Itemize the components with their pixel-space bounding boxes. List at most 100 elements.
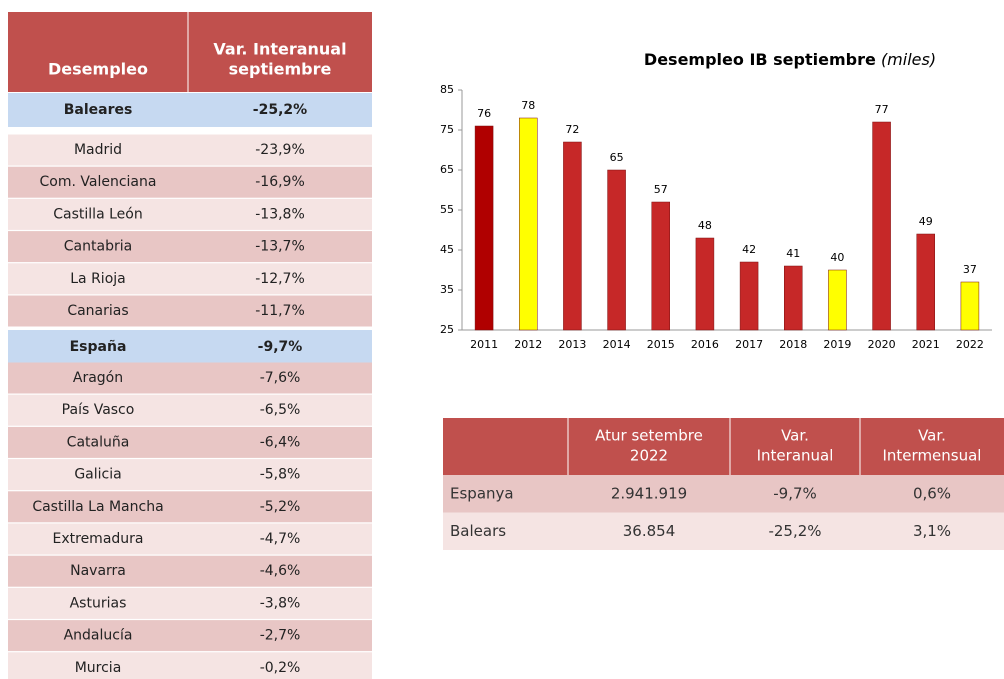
row-label: La Rioja (70, 271, 125, 287)
row-value: -13,8% (255, 206, 305, 222)
cell: Balears (450, 522, 506, 540)
cell: -9,7% (773, 485, 817, 503)
bar (519, 117, 538, 331)
x-tick-label: 2015 (647, 338, 675, 351)
chart-title: Desempleo IB septiembre (644, 50, 876, 69)
y-tick-label: 85 (440, 83, 454, 96)
header-cell: 2022 (630, 447, 668, 465)
header-cell: Var. (781, 427, 809, 445)
value-label: 76 (477, 107, 491, 120)
header-cell: septiembre (229, 60, 332, 79)
row-value: -16,9% (255, 174, 305, 190)
value-label: 41 (786, 247, 800, 260)
cell: 2.941.919 (611, 485, 687, 503)
row-value: -4,6% (260, 563, 301, 579)
row-label: País Vasco (62, 402, 135, 418)
row-bg (8, 198, 372, 230)
x-tick-label: 2014 (603, 338, 631, 351)
row-value: -5,2% (260, 499, 301, 515)
row-value: -5,8% (260, 467, 301, 483)
x-tick-label: 2022 (956, 338, 984, 351)
row-value: -23,9% (255, 142, 305, 158)
bar (651, 201, 670, 331)
bar (784, 265, 803, 331)
value-label: 37 (963, 263, 977, 276)
row-value: -6,5% (260, 402, 301, 418)
cell: 0,6% (913, 485, 951, 503)
row-label: Murcia (75, 660, 122, 676)
chart-title-group: Desempleo IB septiembre (miles) (644, 50, 936, 69)
header-cell: Intermensual (883, 447, 982, 465)
x-tick-label: 2016 (691, 338, 719, 351)
bar (739, 261, 759, 331)
row-bg (8, 166, 372, 198)
row-bg (8, 523, 372, 555)
row-label: Com. Valenciana (40, 174, 157, 190)
row-bg (443, 512, 1004, 550)
bar (828, 269, 847, 331)
header-cell: Var. Interanual (213, 40, 346, 59)
cell: Espanya (450, 485, 514, 503)
bar (872, 121, 891, 331)
row-value: -4,7% (260, 531, 301, 547)
value-label: 72 (565, 123, 579, 136)
row-value: -0,2% (260, 660, 301, 676)
x-tick-label: 2017 (735, 338, 763, 351)
row-bg (8, 134, 372, 166)
header-cell: Atur setembre (595, 427, 703, 445)
x-tick-label: 2013 (558, 338, 586, 351)
row-label: Andalucía (64, 628, 133, 644)
row-bg (8, 362, 372, 394)
y-tick-label: 45 (440, 243, 454, 256)
header-cell: Desempleo (48, 60, 148, 79)
cell: 36.854 (623, 522, 676, 540)
bar (960, 281, 980, 331)
bar (563, 141, 582, 331)
row-value: -3,8% (260, 595, 301, 611)
header-cell: Interanual (757, 447, 834, 465)
row-bg (8, 491, 372, 523)
header-cell: Var. (918, 427, 946, 445)
row-value: -6,4% (260, 434, 301, 450)
value-label: 49 (919, 215, 933, 228)
row-label: España (70, 339, 127, 355)
x-tick-label: 2021 (912, 338, 940, 351)
row-bg (8, 620, 372, 652)
row-label: Navarra (70, 563, 126, 579)
row-value: -13,7% (255, 239, 305, 255)
bar (607, 169, 626, 331)
row-value: -7,6% (260, 370, 301, 386)
x-tick-label: 2018 (779, 338, 807, 351)
bar (474, 125, 494, 331)
value-label: 77 (875, 103, 889, 116)
x-tick-label: 2020 (868, 338, 896, 351)
row-label: Extremadura (53, 531, 144, 547)
cell: -25,2% (768, 522, 821, 540)
row-label: Castilla La Mancha (32, 499, 163, 515)
header-bg (8, 12, 372, 92)
row-label: Aragón (73, 370, 123, 386)
row-value: -9,7% (258, 339, 303, 355)
row-label: Madrid (74, 142, 122, 158)
row-label: Asturias (70, 595, 127, 611)
row-value: -2,7% (260, 628, 301, 644)
row-value: -25,2% (253, 102, 307, 118)
header-bg (443, 418, 1004, 475)
y-tick-label: 65 (440, 163, 454, 176)
value-label: 40 (830, 251, 844, 264)
row-bg (8, 263, 372, 295)
row-bg (8, 555, 372, 587)
value-label: 48 (698, 219, 712, 232)
row-bg (8, 394, 372, 426)
row-bg (8, 330, 372, 364)
row-label: Cataluña (67, 434, 130, 450)
row-bg (8, 295, 372, 327)
x-tick-label: 2011 (470, 338, 498, 351)
row-value: -12,7% (255, 271, 305, 287)
y-tick-label: 75 (440, 123, 454, 136)
value-label: 42 (742, 243, 756, 256)
value-label: 57 (654, 183, 668, 196)
row-bg (8, 426, 372, 458)
bar (695, 237, 715, 331)
